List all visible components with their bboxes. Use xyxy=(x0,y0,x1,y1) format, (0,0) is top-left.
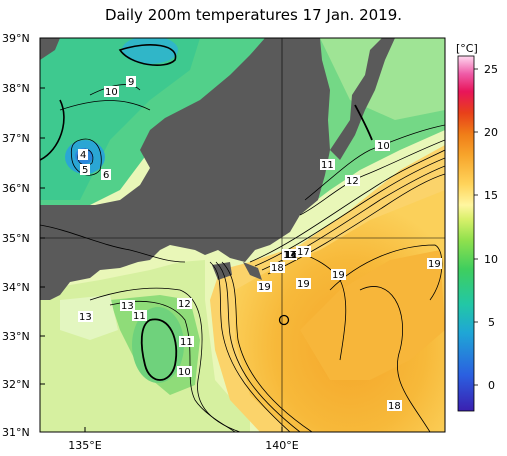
map-frame xyxy=(39,37,446,433)
latitude-labels: 39°N 38°N 37°N 36°N 35°N 34°N 33°N 32°N … xyxy=(2,32,30,439)
contour-label: 14 xyxy=(284,250,297,261)
axis-ticks xyxy=(40,37,283,433)
contour-label: 17 xyxy=(297,247,310,258)
lat-label: 33°N xyxy=(2,330,30,343)
contour-label: 19 xyxy=(258,282,271,293)
contour-label: 19 xyxy=(428,259,441,270)
contour-label: 6 xyxy=(103,170,109,181)
scale-tick-label: 25 xyxy=(484,63,498,76)
lon-label: 135°E xyxy=(68,439,101,452)
contour-label: 10 xyxy=(105,87,118,98)
lat-label: 31°N xyxy=(2,426,30,439)
contour-label: 13 xyxy=(283,250,296,261)
contour-label: 13 xyxy=(79,312,92,323)
contour-label: 5 xyxy=(82,165,88,176)
contour-label: 10 xyxy=(377,141,390,152)
lat-label: 38°N xyxy=(2,82,30,95)
unit-label: [°C] xyxy=(456,42,478,55)
contour-label: 11 xyxy=(180,337,193,348)
contour-label: 11 xyxy=(321,160,334,171)
map-title: Daily 200m temperatures 17 Jan. 2019. xyxy=(104,6,403,24)
contour-label: 18 xyxy=(388,401,401,412)
lat-label: 39°N xyxy=(2,32,30,45)
map-field xyxy=(40,38,445,432)
contour-label: 12 xyxy=(178,299,191,310)
lat-label: 32°N xyxy=(2,378,30,391)
lat-label: 36°N xyxy=(2,182,30,195)
contour-label: 9 xyxy=(128,77,134,88)
lat-label: 37°N xyxy=(2,132,30,145)
contour-label: 12 xyxy=(346,176,359,187)
scale-tick-label: 0 xyxy=(488,379,495,392)
scale-tick-label: 5 xyxy=(488,316,495,329)
longitude-labels: 135°E 140°E xyxy=(68,439,298,452)
contour-label: 19 xyxy=(332,270,345,281)
scale-tick-label: 20 xyxy=(484,126,498,139)
contour-label: 19 xyxy=(297,279,310,290)
contour-label: 11 xyxy=(133,311,146,322)
contour-label: 16 xyxy=(285,250,298,261)
contour-label: 15 xyxy=(285,250,298,261)
graticule xyxy=(40,38,445,432)
lat-label: 34°N xyxy=(2,281,30,294)
lat-label: 35°N xyxy=(2,232,30,245)
color-scale-bar: [°C] 25 20 15 10 5 0 xyxy=(456,42,498,412)
scale-tick-label: 15 xyxy=(484,189,498,202)
contour-label: 4 xyxy=(80,150,86,161)
land-mass xyxy=(40,38,395,300)
contour-labels: 9 10 4 5 6 10 11 12 13 14 15 16 17 18 19… xyxy=(78,76,442,412)
contour-label: 18 xyxy=(271,263,284,274)
scale-tick-label: 10 xyxy=(484,253,498,266)
contour-label: 10 xyxy=(178,367,191,378)
lon-label: 140°E xyxy=(265,439,298,452)
contour-label: 13 xyxy=(121,301,134,312)
